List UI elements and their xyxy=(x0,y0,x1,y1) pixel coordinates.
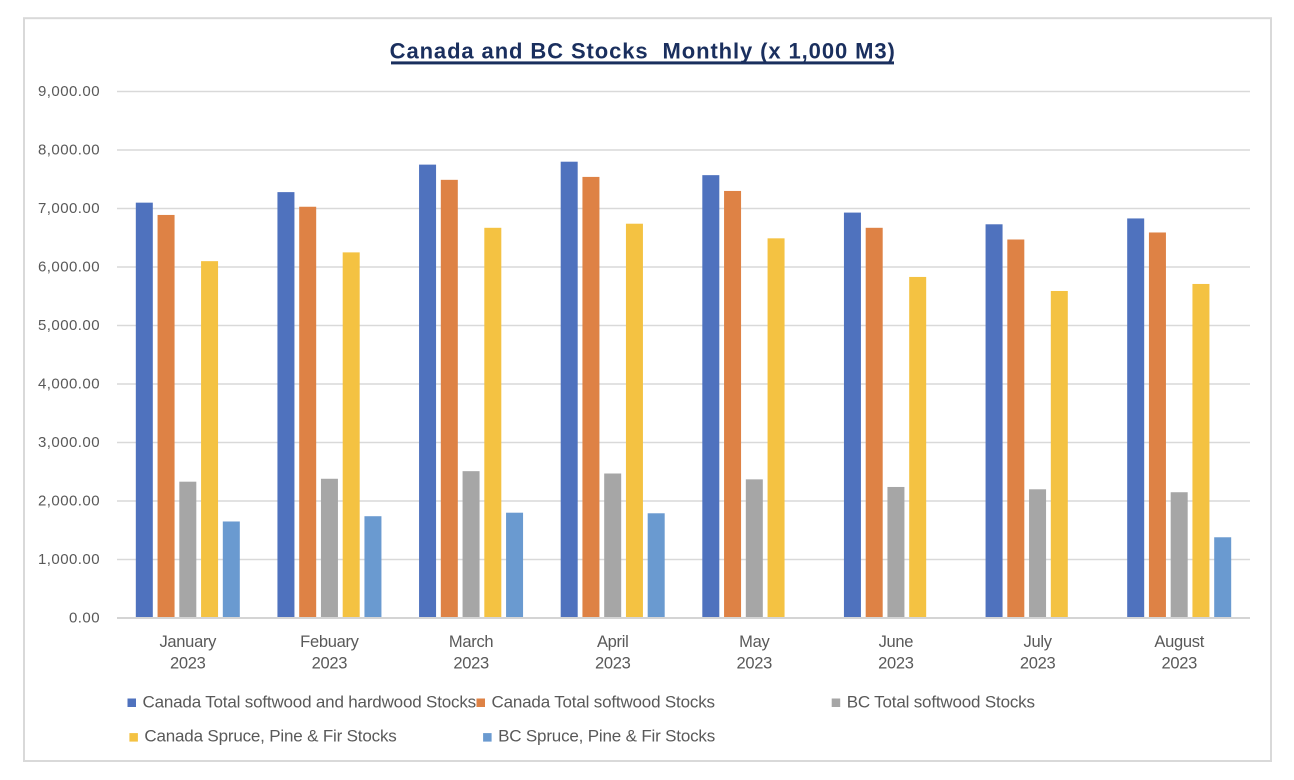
svg-text:Canada Spruce, Pine & Fir Stoc: Canada Spruce, Pine & Fir Stocks xyxy=(144,726,396,745)
svg-text:2023: 2023 xyxy=(1161,655,1197,673)
svg-text:5,000.00: 5,000.00 xyxy=(38,317,100,334)
svg-text:7,000.00: 7,000.00 xyxy=(38,200,100,217)
svg-text:January: January xyxy=(159,633,217,651)
svg-text:9,000.00: 9,000.00 xyxy=(38,83,100,100)
svg-text:August: August xyxy=(1154,633,1204,651)
svg-text:April: April xyxy=(597,633,629,651)
svg-text:6,000.00: 6,000.00 xyxy=(38,259,100,276)
svg-text:Canada Total softwood Stocks: Canada Total softwood Stocks xyxy=(492,693,715,712)
svg-text:BC Spruce, Pine & Fir Stocks: BC Spruce, Pine & Fir Stocks xyxy=(498,726,715,745)
svg-text:2023: 2023 xyxy=(595,655,631,673)
svg-text:4,000.00: 4,000.00 xyxy=(38,376,100,393)
svg-text:8,000.00: 8,000.00 xyxy=(38,142,100,159)
svg-text:3,000.00: 3,000.00 xyxy=(38,434,100,451)
svg-text:Canada and BC Stocks Monthly: Canada and BC Stocks Monthly (x 1,000 M3… xyxy=(390,38,896,63)
svg-text:2023: 2023 xyxy=(878,655,914,673)
svg-text:2023: 2023 xyxy=(312,655,348,673)
svg-text:June: June xyxy=(879,633,914,651)
svg-text:July: July xyxy=(1024,633,1053,651)
svg-text:1,000.00: 1,000.00 xyxy=(38,551,100,568)
svg-text:2023: 2023 xyxy=(1020,655,1056,673)
svg-text:2,000.00: 2,000.00 xyxy=(38,493,100,510)
svg-text:2023: 2023 xyxy=(737,655,773,673)
svg-text:Febuary: Febuary xyxy=(300,633,359,651)
svg-text:BC Total softwood Stocks: BC Total softwood Stocks xyxy=(847,693,1035,712)
svg-text:March: March xyxy=(449,633,493,651)
svg-text:2023: 2023 xyxy=(170,655,206,673)
svg-text:2023: 2023 xyxy=(453,655,489,673)
svg-text:0.00: 0.00 xyxy=(69,610,100,627)
svg-text:May: May xyxy=(739,633,770,651)
svg-text:Canada Total softwood and hard: Canada Total softwood and hardwood Stock… xyxy=(143,693,476,712)
